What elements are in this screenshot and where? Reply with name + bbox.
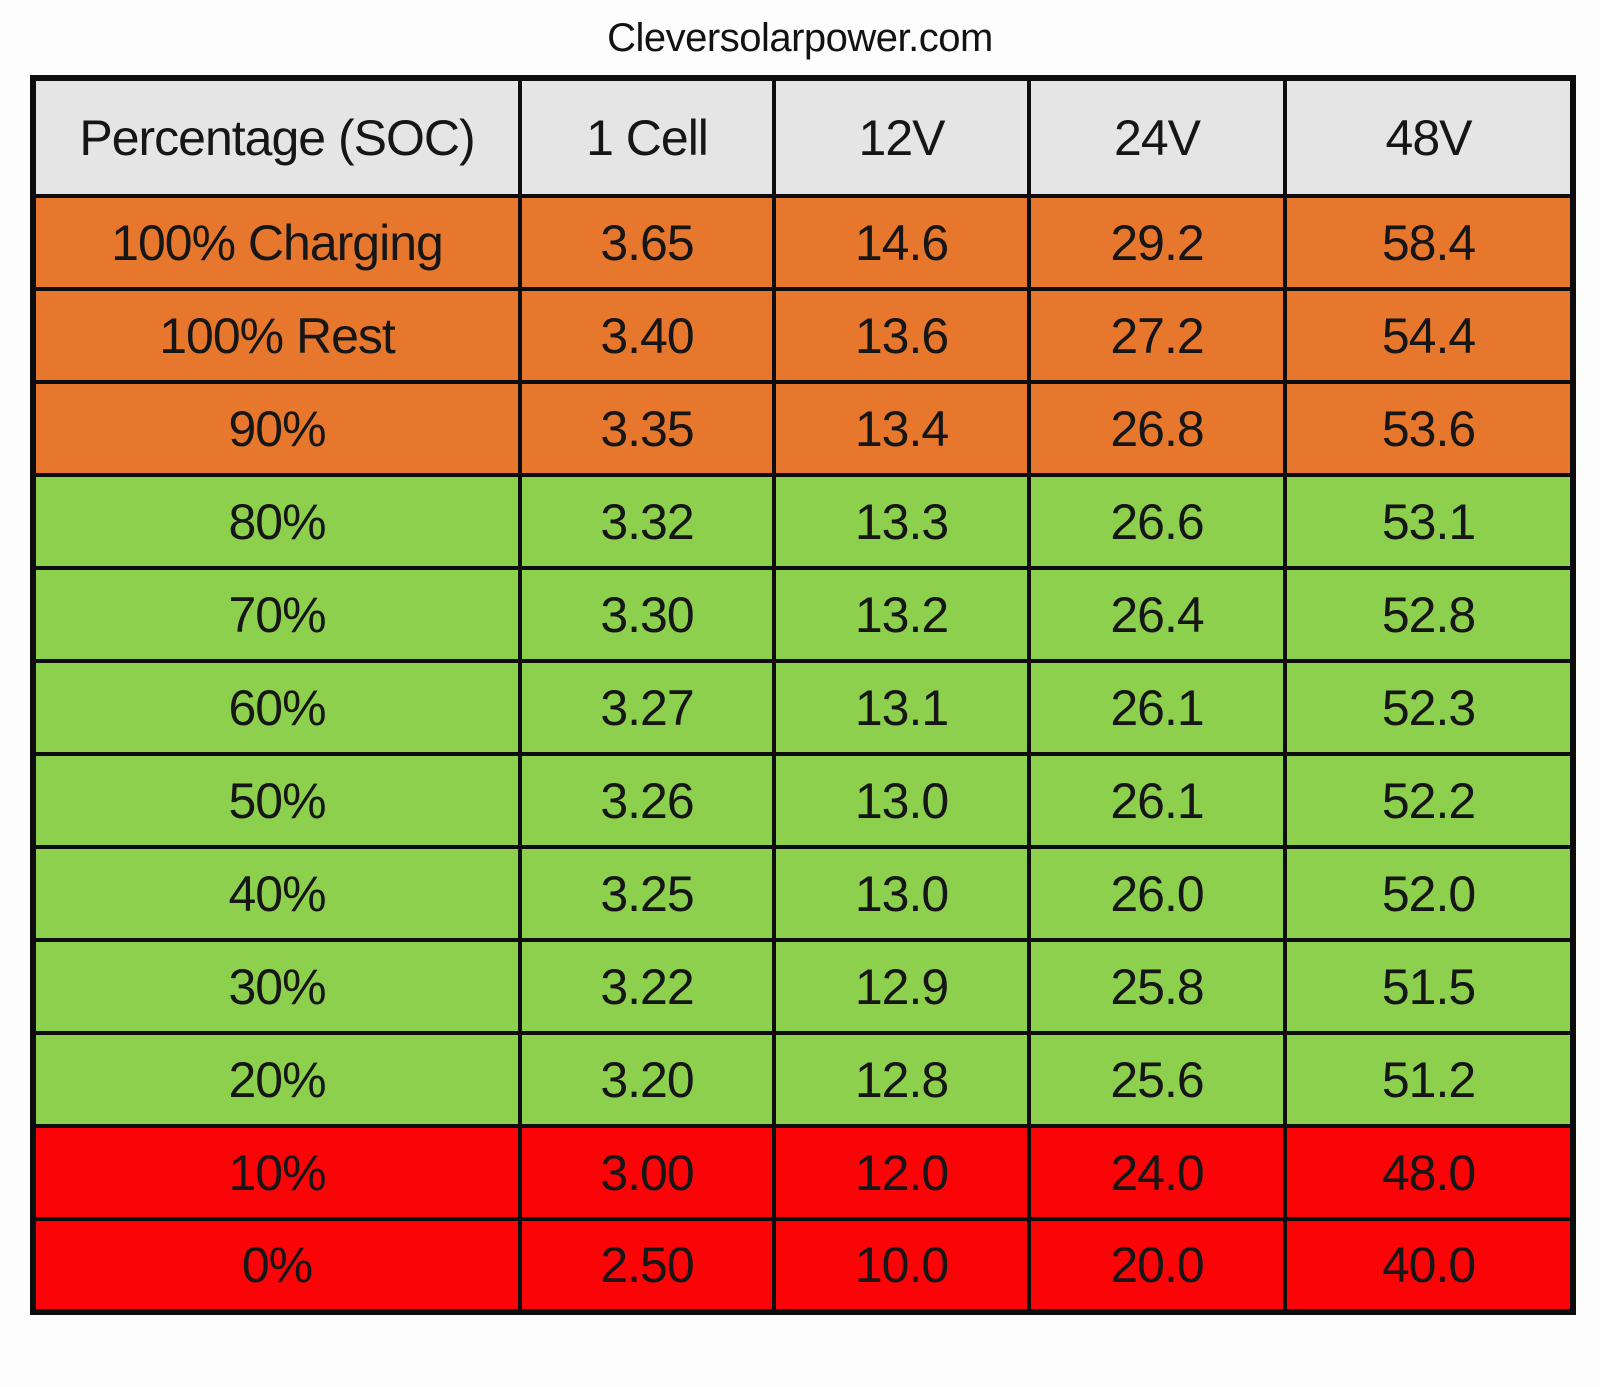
soc-label-cell: 90% <box>31 380 522 477</box>
voltage-value-cell: 58.4 <box>1283 194 1575 291</box>
voltage-value-cell: 13.3 <box>772 473 1031 570</box>
table-row: 90% 3.35 13.4 26.8 53.6 <box>31 380 1575 477</box>
voltage-value-cell: 26.0 <box>1027 845 1287 942</box>
table-row: 100% Charging 3.65 14.6 29.2 58.4 <box>31 194 1575 291</box>
soc-label-cell: 70% <box>31 566 522 663</box>
table-header: Percentage (SOC) 1 Cell 12V 24V 48V <box>31 76 1575 198</box>
voltage-value-cell: 54.4 <box>1283 287 1575 384</box>
voltage-value-cell: 24.0 <box>1027 1124 1287 1221</box>
voltage-value-cell: 14.6 <box>772 194 1031 291</box>
voltage-value-cell: 10.0 <box>772 1217 1031 1314</box>
column-header-12v: 12V <box>772 76 1031 198</box>
voltage-value-cell: 26.8 <box>1027 380 1287 477</box>
soc-label-cell: 20% <box>31 1031 522 1128</box>
voltage-value-cell: 25.6 <box>1027 1031 1287 1128</box>
voltage-value-cell: 13.4 <box>772 380 1031 477</box>
soc-voltage-table: Percentage (SOC) 1 Cell 12V 24V 48V 100% Cha… <box>30 75 1576 1315</box>
voltage-value-cell: 3.26 <box>518 752 776 849</box>
voltage-value-cell: 3.65 <box>518 194 776 291</box>
table-row: 60% 3.27 13.1 26.1 52.3 <box>31 659 1575 756</box>
voltage-value-cell: 13.2 <box>772 566 1031 663</box>
voltage-value-cell: 3.40 <box>518 287 776 384</box>
soc-label-cell: 60% <box>31 659 522 756</box>
voltage-value-cell: 2.50 <box>518 1217 776 1314</box>
voltage-value-cell: 3.27 <box>518 659 776 756</box>
voltage-value-cell: 20.0 <box>1027 1217 1287 1314</box>
voltage-value-cell: 53.6 <box>1283 380 1575 477</box>
voltage-value-cell: 51.5 <box>1283 938 1575 1035</box>
column-header-percentage-soc: Percentage (SOC) <box>31 76 522 198</box>
voltage-value-cell: 3.00 <box>518 1124 776 1221</box>
voltage-value-cell: 40.0 <box>1283 1217 1575 1314</box>
voltage-value-cell: 26.6 <box>1027 473 1287 570</box>
voltage-value-cell: 13.6 <box>772 287 1031 384</box>
voltage-value-cell: 13.0 <box>772 752 1031 849</box>
soc-label-cell: 40% <box>31 845 522 942</box>
page-title: Cleversolarpower.com <box>607 16 993 60</box>
header-row: Percentage (SOC) 1 Cell 12V 24V 48V <box>31 76 1575 198</box>
voltage-value-cell: 3.25 <box>518 845 776 942</box>
voltage-value-cell: 51.2 <box>1283 1031 1575 1128</box>
soc-label-cell: 50% <box>31 752 522 849</box>
table-row: 10% 3.00 12.0 24.0 48.0 <box>31 1124 1575 1221</box>
column-header-48v: 48V <box>1283 76 1575 198</box>
table-row: 50% 3.26 13.0 26.1 52.2 <box>31 752 1575 849</box>
voltage-value-cell: 13.1 <box>772 659 1031 756</box>
voltage-value-cell: 3.20 <box>518 1031 776 1128</box>
table-row: 80% 3.32 13.3 26.6 53.1 <box>31 473 1575 570</box>
soc-label-cell: 30% <box>31 938 522 1035</box>
column-header-1-cell: 1 Cell <box>518 76 776 198</box>
voltage-value-cell: 26.1 <box>1027 659 1287 756</box>
soc-label-cell: 100% Rest <box>31 287 522 384</box>
soc-label-cell: 10% <box>31 1124 522 1221</box>
voltage-value-cell: 12.8 <box>772 1031 1031 1128</box>
voltage-value-cell: 3.32 <box>518 473 776 570</box>
table-row: 40% 3.25 13.0 26.0 52.0 <box>31 845 1575 942</box>
table-row: 0% 2.50 10.0 20.0 40.0 <box>31 1217 1575 1314</box>
soc-label-cell: 80% <box>31 473 522 570</box>
column-header-24v: 24V <box>1027 76 1287 198</box>
voltage-value-cell: 12.0 <box>772 1124 1031 1221</box>
voltage-value-cell: 52.3 <box>1283 659 1575 756</box>
table-row: 100% Rest 3.40 13.6 27.2 54.4 <box>31 287 1575 384</box>
voltage-value-cell: 3.30 <box>518 566 776 663</box>
voltage-value-cell: 12.9 <box>772 938 1031 1035</box>
table-row: 70% 3.30 13.2 26.4 52.8 <box>31 566 1575 663</box>
voltage-value-cell: 26.1 <box>1027 752 1287 849</box>
voltage-value-cell: 3.22 <box>518 938 776 1035</box>
voltage-value-cell: 25.8 <box>1027 938 1287 1035</box>
voltage-value-cell: 52.0 <box>1283 845 1575 942</box>
voltage-value-cell: 53.1 <box>1283 473 1575 570</box>
table-row: 30% 3.22 12.9 25.8 51.5 <box>31 938 1575 1035</box>
table-row: 20% 3.20 12.8 25.6 51.2 <box>31 1031 1575 1128</box>
voltage-value-cell: 13.0 <box>772 845 1031 942</box>
voltage-value-cell: 48.0 <box>1283 1124 1575 1221</box>
voltage-value-cell: 52.2 <box>1283 752 1575 849</box>
soc-label-cell: 100% Charging <box>31 194 522 291</box>
voltage-value-cell: 26.4 <box>1027 566 1287 663</box>
voltage-value-cell: 29.2 <box>1027 194 1287 291</box>
voltage-value-cell: 27.2 <box>1027 287 1287 384</box>
voltage-value-cell: 52.8 <box>1283 566 1575 663</box>
voltage-value-cell: 3.35 <box>518 380 776 477</box>
table-body: 100% Charging 3.65 14.6 29.2 58.4 100% Rest 3.… <box>31 194 1575 1314</box>
soc-label-cell: 0% <box>31 1217 522 1314</box>
